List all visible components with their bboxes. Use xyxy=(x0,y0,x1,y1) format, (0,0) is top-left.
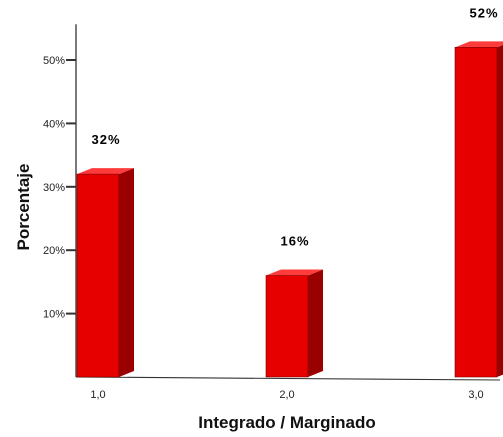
y-tick-label: 30% xyxy=(43,182,65,194)
x-axis-title: Integrado / Marginado xyxy=(198,413,376,432)
x-axis-ticks: 1,0 2,0 3,0 xyxy=(90,389,483,401)
x-axis-line xyxy=(75,376,501,381)
bar xyxy=(265,269,323,378)
bars-group xyxy=(76,41,503,378)
x-tick-label: 2,0 xyxy=(279,389,294,401)
axes xyxy=(75,24,501,381)
bar-outline xyxy=(265,275,309,378)
bar-top-face xyxy=(77,168,134,175)
bar-side-face xyxy=(119,168,134,377)
bar-outline xyxy=(76,173,120,378)
x-tick-label: 1,0 xyxy=(90,389,105,401)
data-label: 52% xyxy=(469,5,498,20)
y-tick-label: 50% xyxy=(43,55,65,67)
bar-front-face xyxy=(455,47,497,377)
bar xyxy=(76,168,134,378)
data-label: 32% xyxy=(91,132,120,147)
y-axis-title: Porcentaje xyxy=(14,164,33,251)
y-tick-label: 40% xyxy=(43,118,65,130)
bar-top-face xyxy=(455,41,503,48)
bar-side-face xyxy=(497,44,503,377)
bar xyxy=(454,41,503,378)
y-axis-ticks: 10% 20% 30% 40% 50% xyxy=(43,55,76,321)
bar-front-face xyxy=(77,174,119,377)
y-tick-label: 10% xyxy=(43,309,65,321)
x-tick-label: 3,0 xyxy=(468,389,483,401)
bar-outline xyxy=(454,47,498,378)
bar-top-face xyxy=(266,269,323,276)
bar-side-face xyxy=(308,269,323,377)
y-tick-label: 20% xyxy=(43,245,65,257)
bar-front-face xyxy=(266,275,308,377)
data-labels-group: 32% 16% 52% xyxy=(91,5,498,249)
data-label: 16% xyxy=(280,234,309,249)
